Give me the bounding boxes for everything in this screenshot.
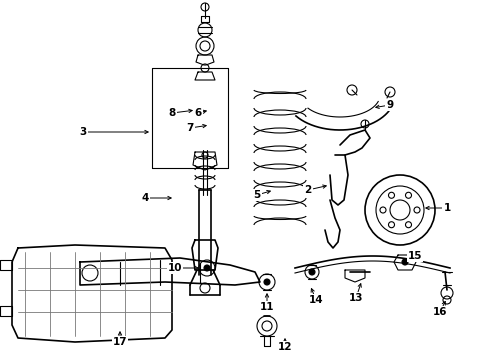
Text: 10: 10	[168, 263, 182, 273]
Text: 1: 1	[443, 203, 451, 213]
Text: 9: 9	[387, 100, 393, 110]
Text: 3: 3	[79, 127, 87, 137]
Text: 14: 14	[309, 295, 323, 305]
Circle shape	[264, 279, 270, 285]
Circle shape	[402, 259, 408, 265]
Text: 12: 12	[278, 342, 292, 352]
Circle shape	[204, 265, 210, 271]
Text: 4: 4	[141, 193, 148, 203]
Text: 6: 6	[195, 108, 201, 118]
Text: 17: 17	[113, 337, 127, 347]
Text: 11: 11	[260, 302, 274, 312]
Text: 2: 2	[304, 185, 312, 195]
Circle shape	[309, 269, 315, 275]
Text: 13: 13	[349, 293, 363, 303]
Text: 16: 16	[433, 307, 447, 317]
Text: 7: 7	[186, 123, 194, 133]
Text: 15: 15	[408, 251, 422, 261]
Text: 5: 5	[253, 190, 261, 200]
Text: 8: 8	[169, 108, 175, 118]
